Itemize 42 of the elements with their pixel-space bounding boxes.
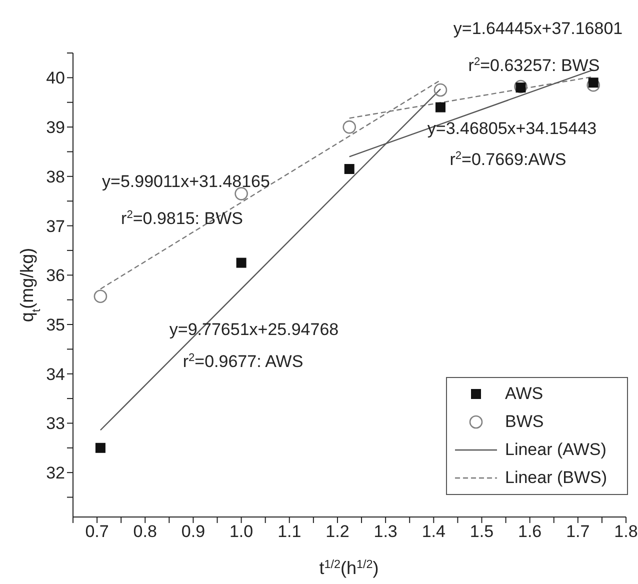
x-tick-label: 1.1 xyxy=(278,522,302,542)
x-tick-label: 1.7 xyxy=(566,522,590,542)
y-tick-label: 32 xyxy=(46,464,65,483)
x-tick-label: 1.4 xyxy=(422,522,446,542)
annotation: r$^{2}$=0.7669:AWS xyxy=(450,150,566,169)
annotation: r$^{2}$=0.63257: BWS xyxy=(468,56,600,75)
point xyxy=(434,83,448,97)
point xyxy=(236,258,246,268)
annotation: r$^{2}$=0.9815: BWS xyxy=(121,209,243,228)
text: y=1.64445x+37.16801 xyxy=(453,19,623,38)
x-tick-label: 1.6 xyxy=(518,522,542,542)
point xyxy=(342,120,356,134)
annotation: y=3.46805x+34.15443 xyxy=(427,119,597,138)
y-tick-label: 38 xyxy=(46,167,65,186)
legend-label: Linear (AWS) xyxy=(505,440,606,460)
legend-label: Linear (BWS) xyxy=(505,468,608,488)
x-tick-label: 1.8 xyxy=(614,522,638,542)
x-tick-label: 0.8 xyxy=(133,522,157,542)
y-tick-label: 34 xyxy=(46,364,65,384)
y-tick-label: 39 xyxy=(46,118,65,138)
x-axis-title: t$^{1/2}$(h$^{1/2}$) xyxy=(319,558,379,578)
point xyxy=(94,290,108,304)
x-tick-label: 1.2 xyxy=(326,522,350,542)
y-tick-label: 40 xyxy=(46,68,65,88)
annotation: r$^{2}$=0.9677: AWS xyxy=(182,352,304,371)
y-tick-label: 35 xyxy=(46,316,65,335)
legend-label: BWS xyxy=(505,412,544,432)
annotation: y=5.99011x+31.48165 xyxy=(102,172,270,191)
x-tick-label: 1.0 xyxy=(229,522,254,542)
y-tick-label: 36 xyxy=(46,266,65,286)
point xyxy=(435,102,446,112)
legend-label: AWS xyxy=(505,384,544,404)
point xyxy=(344,164,354,174)
x-tick-label: 0.7 xyxy=(85,522,109,542)
y-tick-label: 37 xyxy=(46,216,65,236)
point xyxy=(514,80,528,94)
point xyxy=(95,442,106,453)
x-tick-label: 1.5 xyxy=(470,522,494,542)
point xyxy=(588,78,598,88)
y-tick-label: 33 xyxy=(46,414,65,434)
x-tick-label: 0.9 xyxy=(181,522,206,542)
x-tick-label: 1.3 xyxy=(374,522,398,542)
